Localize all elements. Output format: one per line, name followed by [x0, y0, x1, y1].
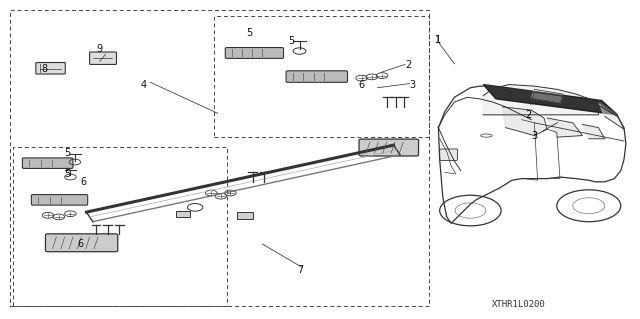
Polygon shape [502, 107, 547, 136]
Text: 5: 5 [64, 148, 70, 158]
Text: 5: 5 [64, 169, 70, 179]
Text: 2: 2 [405, 60, 412, 70]
FancyBboxPatch shape [22, 158, 73, 168]
Polygon shape [582, 124, 605, 139]
Text: 6: 6 [80, 177, 86, 187]
Text: 2: 2 [525, 93, 534, 120]
Text: 8: 8 [42, 63, 48, 74]
Text: 3: 3 [410, 79, 416, 90]
Text: 9: 9 [96, 44, 102, 55]
Polygon shape [483, 85, 618, 115]
Text: 6: 6 [77, 239, 83, 249]
Text: 1: 1 [435, 35, 442, 45]
Text: 7: 7 [298, 264, 304, 275]
FancyBboxPatch shape [45, 234, 118, 252]
Polygon shape [598, 102, 624, 129]
Text: 5: 5 [288, 36, 294, 47]
FancyBboxPatch shape [36, 63, 65, 74]
FancyBboxPatch shape [225, 48, 284, 58]
Polygon shape [547, 118, 582, 137]
Text: 6: 6 [358, 79, 365, 90]
Polygon shape [483, 85, 598, 115]
Text: XTHR1L0200: XTHR1L0200 [492, 300, 545, 309]
FancyBboxPatch shape [440, 149, 458, 160]
Text: 4: 4 [141, 79, 147, 90]
Bar [237, 212, 253, 219]
FancyBboxPatch shape [286, 71, 348, 82]
FancyBboxPatch shape [90, 52, 116, 64]
Polygon shape [531, 89, 563, 103]
Text: 3: 3 [531, 122, 557, 141]
FancyBboxPatch shape [359, 139, 419, 156]
Text: 1: 1 [435, 35, 442, 45]
FancyBboxPatch shape [31, 195, 88, 205]
Text: 5: 5 [246, 28, 253, 39]
Bar [176, 211, 190, 217]
